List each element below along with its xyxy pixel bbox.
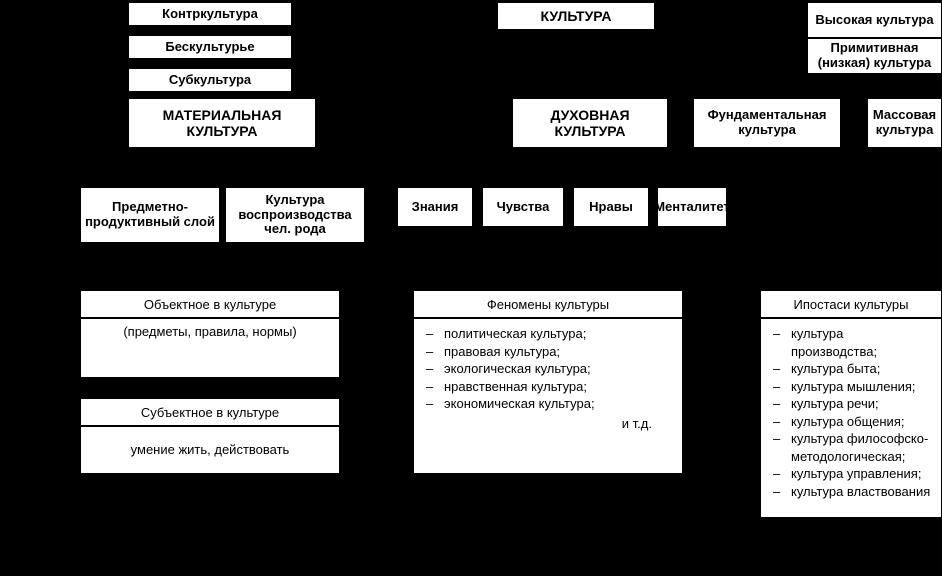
node-massovaya: Массовая культура xyxy=(867,98,942,148)
label: КУЛЬТУРА xyxy=(540,8,611,24)
body-subjektnoe: умение жить, действовать xyxy=(80,426,340,474)
label: Знания xyxy=(412,200,459,215)
list-item: экологическая культура; xyxy=(440,360,672,378)
node-kontrkultura: Контркультура xyxy=(128,2,292,26)
list-item: культура управления; xyxy=(787,465,931,483)
label: Чувства xyxy=(497,200,550,215)
list-item: культура мышления; xyxy=(787,378,931,396)
node-chuvstva: Чувства xyxy=(482,187,564,227)
list-fenomeny-items: политическая культура; правовая культура… xyxy=(424,325,672,413)
label: Массовая культура xyxy=(872,108,937,138)
label: Объектное в культуре xyxy=(144,297,276,312)
body-objektnoe: (предметы, правила, нормы) xyxy=(80,318,340,378)
label: Предметно-продуктивный слой xyxy=(85,200,215,230)
list-item: культура общения; xyxy=(787,413,931,431)
node-vysokaya: Высокая культура xyxy=(807,2,942,38)
list-ipostasi-items: культура производства; культура быта; ку… xyxy=(771,325,931,500)
header-fenomeny: Феномены культуры xyxy=(413,290,683,318)
label: Нравы xyxy=(589,200,633,215)
label: Ипостаси культуры xyxy=(794,297,909,312)
label: Культура воспроизводства чел. рода xyxy=(230,193,360,238)
label: Субъектное в культуре xyxy=(141,405,279,420)
header-ipostasi: Ипостаси культуры xyxy=(760,290,942,318)
label: Бескультурье xyxy=(165,40,254,55)
label: умение жить, действовать xyxy=(131,443,290,458)
node-fundamentalnaya: Фундаментальная культура xyxy=(693,98,841,148)
list-ipostasi: культура производства; культура быта; ку… xyxy=(760,318,942,518)
label: Фундаментальная культура xyxy=(698,108,836,138)
node-mentalitet: Менталитет xyxy=(657,187,727,227)
label: Контркультура xyxy=(162,7,258,22)
list-item: политическая культура; xyxy=(440,325,672,343)
list-item: культура философско-методологическая; xyxy=(787,430,931,465)
node-duhovnaya: ДУХОВНАЯ КУЛЬТУРА xyxy=(512,98,668,148)
list-fenomeny: политическая культура; правовая культура… xyxy=(413,318,683,474)
etc-text: и т.д. xyxy=(424,415,672,433)
node-kultura: КУЛЬТУРА xyxy=(497,2,655,30)
node-materialnaya: МАТЕРИАЛЬНАЯ КУЛЬТУРА xyxy=(128,98,316,148)
header-objektnoe: Объектное в культуре xyxy=(80,290,340,318)
label: Высокая культура xyxy=(815,13,933,28)
label: Менталитет xyxy=(654,200,730,215)
list-item: культура властвования xyxy=(787,483,931,501)
label: Субкультура xyxy=(169,73,251,88)
node-predmetno: Предметно-продуктивный слой xyxy=(80,187,220,243)
node-subkultura: Субкультура xyxy=(128,68,292,92)
list-item: экономическая культура; xyxy=(440,395,672,413)
node-primitivnaya: Примитивная (низкая) культура xyxy=(807,38,942,74)
label: МАТЕРИАЛЬНАЯ КУЛЬТУРА xyxy=(133,107,311,139)
list-item: нравственная культура; xyxy=(440,378,672,396)
label: ДУХОВНАЯ КУЛЬТУРА xyxy=(517,107,663,139)
label: Феномены культуры xyxy=(487,297,609,312)
list-item: культура быта; xyxy=(787,360,931,378)
list-item: культура производства; xyxy=(787,325,931,360)
label: (предметы, правила, нормы) xyxy=(123,325,296,340)
node-vosproizvodstva: Культура воспроизводства чел. рода xyxy=(225,187,365,243)
list-item: правовая культура; xyxy=(440,343,672,361)
label: Примитивная (низкая) культура xyxy=(812,41,937,71)
node-znaniya: Знания xyxy=(397,187,473,227)
list-item: культура речи; xyxy=(787,395,931,413)
node-nravy: Нравы xyxy=(573,187,649,227)
header-subjektnoe: Субъектное в культуре xyxy=(80,398,340,426)
node-beskulturie: Бескультурье xyxy=(128,35,292,59)
